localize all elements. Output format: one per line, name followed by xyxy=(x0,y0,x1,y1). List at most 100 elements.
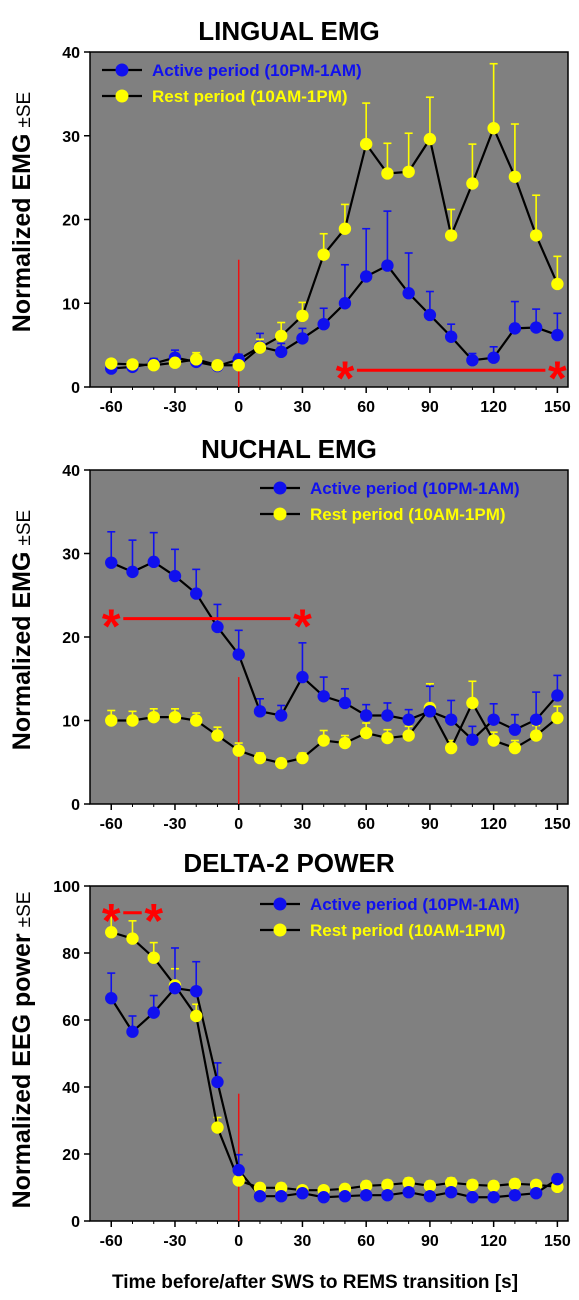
data-point xyxy=(338,736,352,750)
data-point xyxy=(253,341,267,354)
x-tick-label: 150 xyxy=(544,1233,571,1250)
data-point xyxy=(232,359,245,372)
data-point xyxy=(275,345,288,359)
data-point xyxy=(147,710,160,724)
y-axis-label: Normalized EMG ±SE xyxy=(8,510,36,750)
data-point xyxy=(275,329,288,343)
y-tick-label: 0 xyxy=(71,1214,80,1231)
x-tick-label: 90 xyxy=(421,399,439,416)
data-point xyxy=(232,1163,245,1177)
data-point xyxy=(551,328,564,342)
data-point xyxy=(381,731,394,745)
legend-label: Active period (10PM-1AM) xyxy=(152,61,362,80)
data-point xyxy=(253,751,267,765)
data-point xyxy=(275,709,288,722)
y-tick-label: 40 xyxy=(62,45,80,62)
data-point xyxy=(529,321,543,334)
x-tick-label: -30 xyxy=(163,816,186,833)
y-axis-label-text: Normalized EEG power xyxy=(8,933,36,1208)
data-point xyxy=(508,723,522,736)
data-point xyxy=(551,711,564,725)
data-point xyxy=(402,729,415,742)
x-tick-label: 30 xyxy=(294,816,312,833)
data-point xyxy=(381,1178,394,1192)
data-point xyxy=(529,713,543,726)
x-tick-label: -60 xyxy=(100,399,123,416)
series-line xyxy=(111,700,559,765)
data-point xyxy=(359,270,373,283)
data-point xyxy=(275,1190,288,1203)
series-line xyxy=(110,931,558,1192)
data-point xyxy=(487,713,500,726)
data-point xyxy=(317,248,330,261)
data-point xyxy=(381,1189,394,1202)
data-point xyxy=(444,229,458,242)
data-point xyxy=(105,714,118,727)
data-point xyxy=(317,690,330,703)
data-point xyxy=(359,137,373,151)
data-point xyxy=(147,951,160,964)
series-line xyxy=(110,987,558,1199)
data-point xyxy=(147,1006,160,1019)
data-point xyxy=(317,317,330,331)
x-tick-label: 150 xyxy=(544,399,571,416)
data-point xyxy=(338,696,352,710)
data-point xyxy=(402,1176,415,1190)
data-point xyxy=(338,1190,352,1203)
x-tick-label: 120 xyxy=(480,1233,507,1250)
data-point xyxy=(296,1186,309,1200)
data-point xyxy=(105,357,118,370)
data-point xyxy=(381,259,394,272)
significance-asterisk: * xyxy=(336,352,355,405)
data-point xyxy=(147,359,160,372)
data-point xyxy=(211,729,224,742)
legend-marker xyxy=(115,89,129,103)
data-point xyxy=(211,1121,224,1134)
panel-lingual-emg: LINGUAL EMG Normalized EMG ±SE 0 10 20 30 40 -60… xyxy=(8,16,571,416)
data-point xyxy=(444,1176,458,1190)
data-point xyxy=(105,556,118,569)
legend-marker xyxy=(273,481,287,495)
data-point xyxy=(317,734,330,747)
data-point xyxy=(487,351,500,364)
legend-marker xyxy=(115,63,129,77)
significance-asterisk: * xyxy=(293,601,312,654)
data-point xyxy=(529,1186,543,1200)
data-point xyxy=(508,170,522,183)
significance-asterisk: * xyxy=(144,895,163,948)
data-point xyxy=(126,358,139,371)
panel-delta2-power: DELTA-2 POWER Normalized EEG power ±SE 0 20 4… xyxy=(8,848,571,1250)
x-tick-label: 0 xyxy=(234,816,243,833)
data-point xyxy=(105,992,118,1005)
y-axis-label-suffix: ±SE xyxy=(14,92,35,128)
y-axis-label: Normalized EMG ±SE xyxy=(8,92,36,332)
legend-label: Rest period (10AM-1PM) xyxy=(152,87,348,106)
data-point xyxy=(338,297,352,310)
series-line xyxy=(111,125,559,367)
data-point xyxy=(359,1179,373,1193)
data-point xyxy=(551,689,564,702)
x-tick-label: 30 xyxy=(294,1233,312,1250)
data-point xyxy=(444,330,458,343)
y-tick-label: 40 xyxy=(62,463,80,480)
data-point xyxy=(402,165,415,178)
x-tick-label: 60 xyxy=(357,816,375,833)
x-tick-label: 0 xyxy=(234,1233,243,1250)
y-tick-label: 60 xyxy=(62,1013,80,1030)
data-point xyxy=(381,709,394,722)
data-point xyxy=(105,926,118,939)
x-tick-label: 150 xyxy=(544,816,571,833)
data-point xyxy=(529,729,543,742)
data-point xyxy=(466,1178,479,1192)
panel-nuchal-emg: NUCHAL EMG Normalized EMG ±SE 0 10 20 30 40 -60 -… xyxy=(8,434,571,833)
data-point xyxy=(126,1025,139,1038)
data-point xyxy=(444,713,458,726)
chart-title: LINGUAL EMG xyxy=(198,16,380,46)
data-point xyxy=(232,744,245,757)
y-tick-label: 20 xyxy=(62,1147,80,1164)
y-tick-label: 30 xyxy=(62,547,80,564)
data-point xyxy=(508,1189,522,1202)
data-point xyxy=(296,670,309,684)
y-axis-label-text: Normalized EMG xyxy=(8,134,36,333)
y-tick-label: 100 xyxy=(53,879,80,896)
